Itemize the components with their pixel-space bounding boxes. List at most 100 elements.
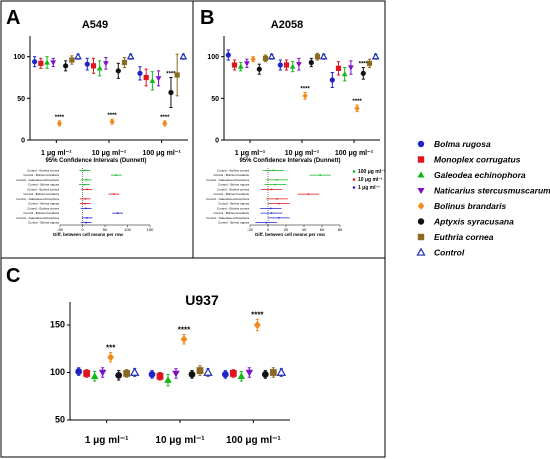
data-point [237, 63, 244, 69]
ci-row-label: Control - Bolma rugosa [28, 183, 59, 187]
ci-mean-point [277, 202, 280, 205]
significance-label: **** [359, 62, 369, 68]
legend: Bolma rugosa Monoplex corrugatus Galeodea … [416, 139, 550, 258]
data-point [276, 367, 287, 376]
ci-legend-label: 100 μg ml⁻¹ [358, 169, 386, 175]
data-point [366, 60, 373, 66]
significance-label: **** [107, 113, 117, 119]
data-point [74, 52, 82, 60]
ci-row-label: Control - Euthria cornea [217, 168, 249, 172]
ci-mean-point [269, 207, 272, 210]
data-point [115, 371, 123, 379]
ci-mean-point [270, 212, 273, 215]
legend-label: Control [434, 248, 465, 258]
ci-mean-point [85, 178, 87, 181]
plot-a: 0 50 100 1 μg ml⁻¹ **** 10 μg ml⁻¹ **** 100 μg … [13, 36, 188, 232]
data-point [256, 66, 262, 72]
ci-mean-point [277, 216, 280, 219]
chart-title-c: U937 [185, 292, 219, 308]
data-point [180, 335, 188, 344]
ci-mean-point [274, 183, 277, 186]
data-point [335, 65, 342, 71]
ci-legend-label: 10 μg ml⁻¹ [358, 177, 383, 183]
data-point [296, 62, 302, 68]
data-point [149, 77, 156, 83]
significance-label: **** [160, 115, 170, 121]
data-point [69, 57, 75, 63]
data-point [188, 371, 196, 378]
legend-marker [417, 233, 425, 241]
ci-row-label: Control - Bolma rugosa [28, 202, 59, 206]
x-category-label-b: 100 μg ml⁻¹ [335, 150, 374, 157]
ci-row-label: Control - Galeodea echinophora [16, 216, 59, 220]
significance-label: **** [166, 72, 176, 78]
y-tick-label-c: 50 [55, 415, 65, 425]
ci-x-tick-label: -50 [57, 227, 64, 232]
legend-label: Bolinus brandaris [434, 201, 507, 211]
ci-row-label: Control - Bolinus brandaris [213, 192, 249, 196]
ci-row-label: Control - Galeodea echinophora [206, 197, 249, 201]
x-category-label-b: 10 μg ml⁻¹ [285, 150, 320, 157]
data-point [38, 60, 44, 66]
ci-mean-point [276, 197, 278, 200]
data-point [371, 52, 380, 60]
ci-row-label: Control - Bolma rugosa [218, 221, 249, 225]
data-point [126, 52, 135, 60]
ci-row-label: Control - Galeodea echinophora [206, 216, 249, 220]
plot-c: 50 100 150 1 μg ml⁻¹ *** 10 μg ml⁻¹ **** 100 μg… [50, 302, 290, 446]
data-point [179, 52, 188, 60]
data-point [107, 353, 115, 362]
ci-mean-point [116, 212, 119, 215]
data-point [308, 59, 314, 66]
legend-label: Aptyxis syracusana [433, 217, 514, 227]
data-point [32, 59, 38, 65]
panel-letter-c: C [6, 265, 20, 287]
data-point [302, 92, 308, 99]
data-point [90, 63, 97, 69]
legend-marker [417, 140, 425, 148]
y-tick-label-b: 50 [211, 96, 219, 103]
data-point [63, 63, 69, 69]
data-point [221, 371, 229, 378]
ci-row-label: Control - Euthria cornea [27, 206, 59, 210]
data-point [98, 369, 107, 377]
ci-mean-point [270, 188, 273, 191]
ci-title-b: 95% Confidence Intervals (Dunnett) [239, 158, 340, 164]
data-point [289, 63, 296, 69]
legend-marker [417, 156, 425, 163]
ci-row-label: Control - Galeodea echinophora [16, 178, 59, 182]
panel-c-frame [0, 257, 386, 458]
ci-x-tick-label: 40 [302, 227, 307, 232]
data-point [56, 120, 63, 127]
ci-mean-point [85, 221, 87, 224]
ci-x-tick-label: 150 [147, 227, 154, 232]
data-point [269, 369, 277, 376]
legend-label: Galeodea echinophora [434, 170, 526, 180]
data-point [121, 59, 128, 66]
data-point [245, 369, 254, 377]
data-point [229, 370, 237, 377]
significance-label: *** [106, 344, 116, 353]
data-point [115, 68, 121, 74]
significance-label: **** [178, 326, 191, 335]
legend-marker [416, 247, 426, 256]
ci-legend-marker [352, 170, 356, 173]
data-point [162, 120, 168, 127]
plot-b: 0 50 100 1 μg ml⁻¹ 10 μg ml⁻¹ **** 100 μg ml⁻¹… [206, 36, 386, 232]
ci-row-label: Control - Euthria cornea [217, 187, 249, 191]
ci-mean-point [272, 169, 275, 172]
legend-label: Bolma rugosa [434, 139, 491, 149]
x-category-label-c: 1 μg ml⁻¹ [85, 435, 129, 446]
ci-x-tick-label: 100 [124, 227, 131, 232]
legend-marker [417, 171, 425, 178]
data-point [164, 376, 172, 383]
ci-x-tick-label: 0 [267, 227, 270, 232]
x-category-label-b: 1 μg ml⁻¹ [235, 150, 266, 157]
data-point [172, 370, 180, 378]
data-point [277, 62, 283, 68]
ci-row-label: Control - Euthria cornea [27, 168, 59, 172]
data-point [168, 89, 174, 96]
y-tick-label-a: 100 [13, 54, 25, 61]
